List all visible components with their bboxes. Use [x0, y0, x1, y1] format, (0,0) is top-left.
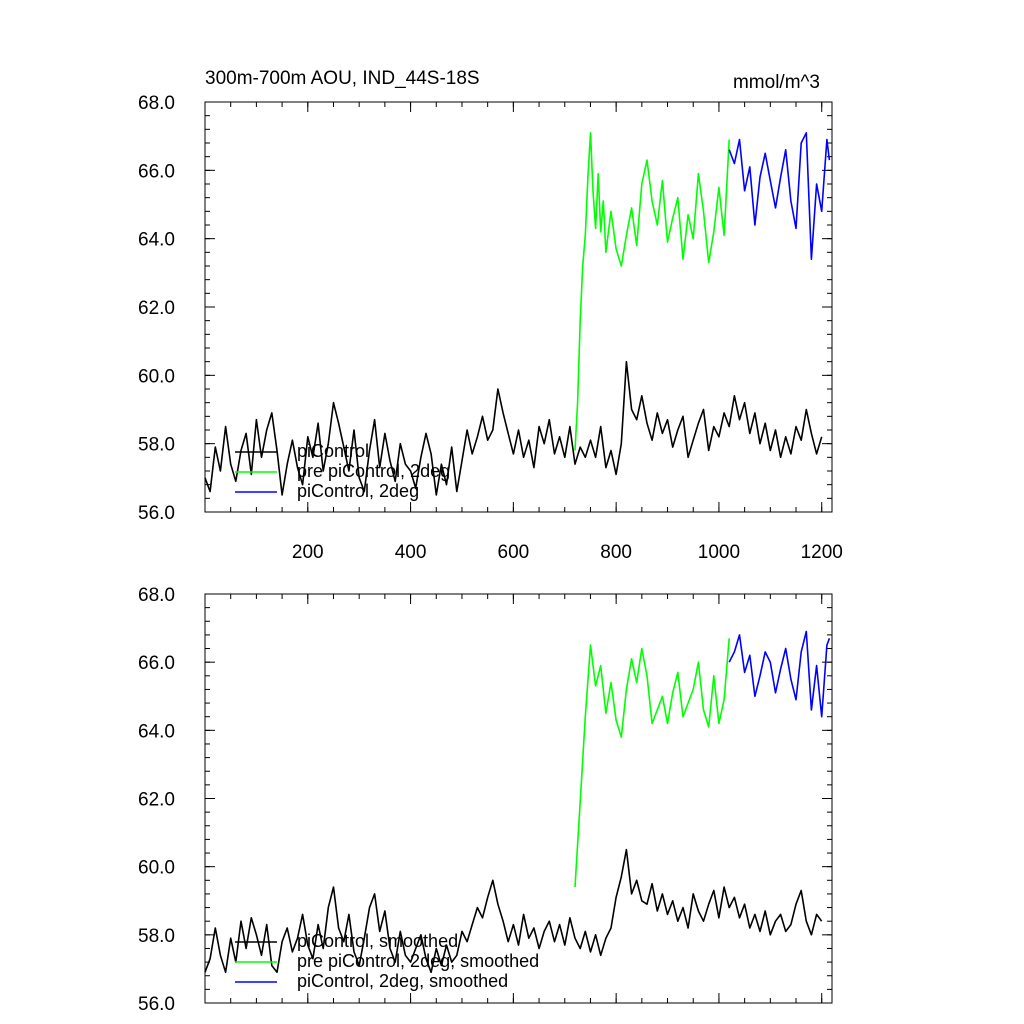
chart-title: 300m-700m AOU, IND_44S-18S — [205, 68, 480, 89]
chart-bottom: 56.0 58.0 60.0 62.0 64.0 66.0 68.0 piControl, … — [138, 585, 833, 1015]
series-line-2 — [728, 630, 831, 718]
y-tick-label: 60.0 — [138, 858, 175, 879]
series-line-1 — [574, 132, 730, 451]
y-tick-label: 58.0 — [138, 435, 175, 456]
x-tick-label: 600 — [498, 542, 530, 563]
y-tick-label: 68.0 — [138, 585, 175, 606]
legend-label: piControl — [297, 441, 369, 461]
chart-units: mmol/m^3 — [733, 72, 820, 93]
legend-label: piControl, 2deg — [297, 481, 419, 501]
legend-label: pre piControl, 2deg, smoothed — [297, 951, 539, 971]
y-tick-label: 64.0 — [138, 230, 175, 251]
series-line-0 — [204, 360, 823, 496]
series-line-2 — [728, 132, 831, 261]
y-tick-label: 60.0 — [138, 366, 175, 387]
y-tick-label: 56.0 — [138, 994, 175, 1015]
y-tick-label: 66.0 — [138, 161, 175, 182]
x-tick-label: 200 — [292, 542, 324, 563]
series-line-1 — [574, 638, 730, 888]
top-axes: 56.0 58.0 60.0 62.0 64.0 66.0 68.0 200 400 600 800… — [138, 93, 843, 563]
legend-label: piControl, 2deg, smoothed — [297, 971, 508, 991]
legend-label: piControl, smoothed — [297, 931, 458, 951]
y-tick-label: 62.0 — [138, 790, 175, 811]
legend-label: pre piControl, 2deg — [297, 461, 450, 481]
y-tick-label: 56.0 — [138, 503, 175, 524]
y-tick-label: 68.0 — [138, 93, 175, 114]
bottom-axes: 56.0 58.0 60.0 62.0 64.0 66.0 68.0 — [138, 585, 833, 1015]
x-tick-label: 1200 — [801, 542, 843, 563]
y-tick-label: 62.0 — [138, 298, 175, 319]
y-tick-label: 58.0 — [138, 926, 175, 947]
bottom-series-lines — [204, 630, 831, 974]
x-tick-label: 800 — [600, 542, 632, 563]
series-line-0 — [204, 848, 823, 974]
chart-top: 300m-700m AOU, IND_44S-18S mmol/m^3 56.0… — [138, 68, 843, 563]
top-series-lines — [204, 132, 831, 496]
y-tick-label: 64.0 — [138, 721, 175, 742]
y-tick-label: 66.0 — [138, 653, 175, 674]
x-tick-label: 1000 — [698, 542, 740, 563]
x-tick-label: 400 — [395, 542, 427, 563]
